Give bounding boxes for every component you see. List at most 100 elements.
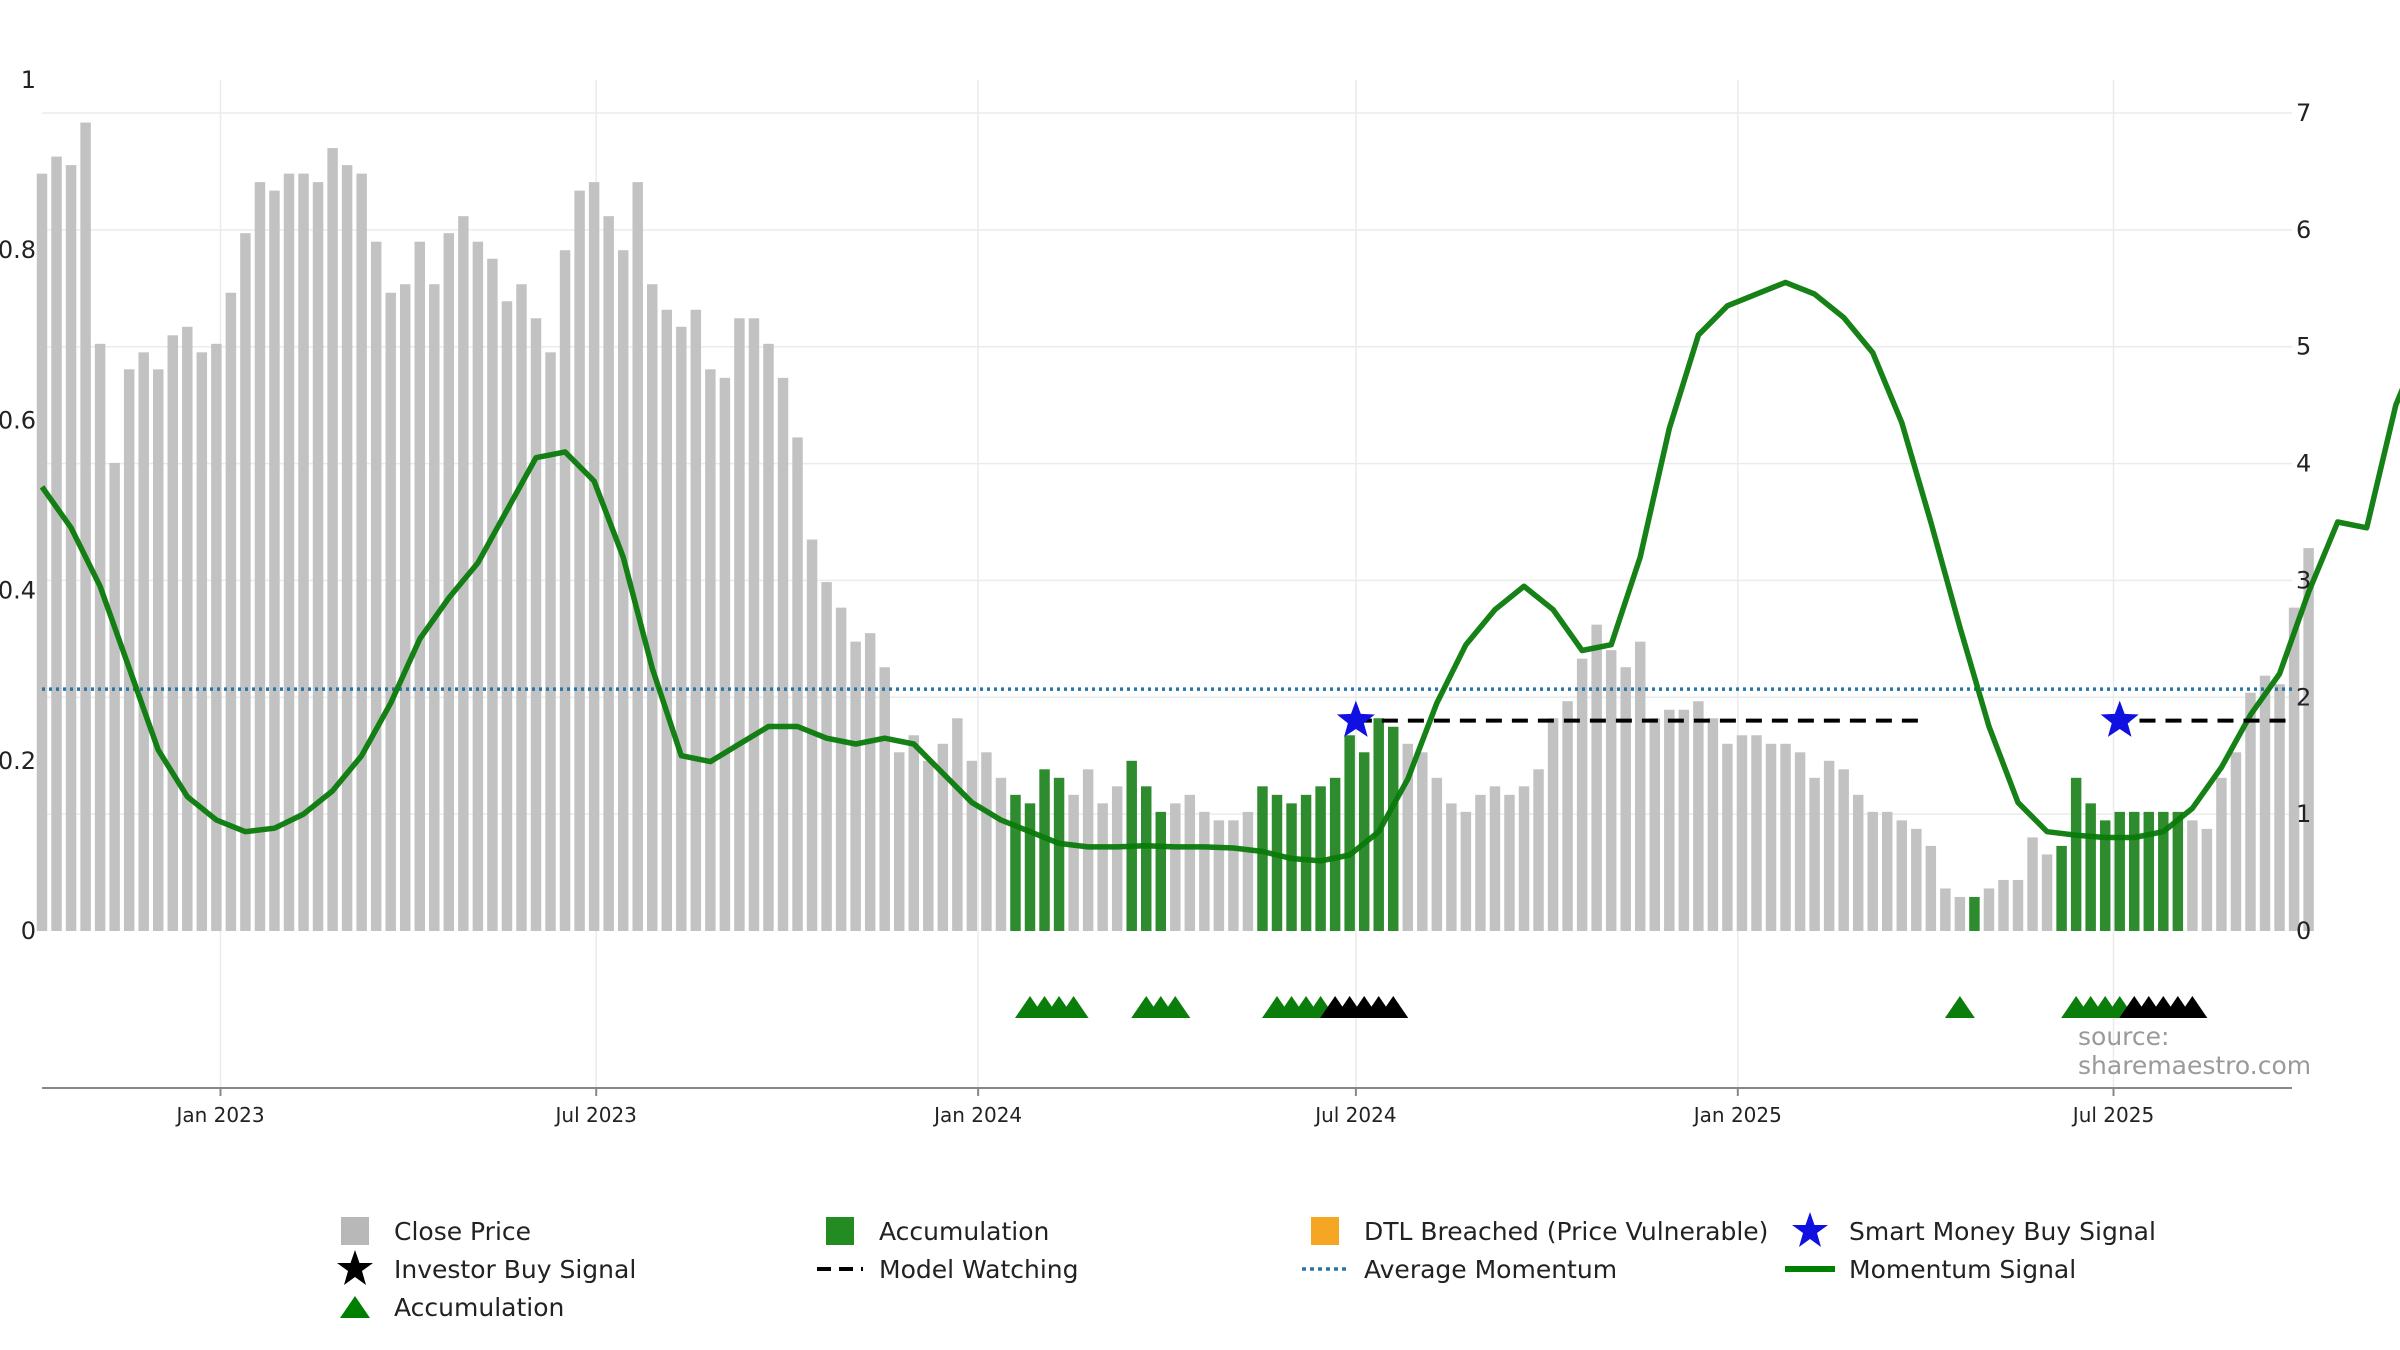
close-price-bar (1678, 709, 1690, 931)
legend-item-accumulation-marker: Accumulation (330, 1288, 564, 1326)
close-price-bar (1780, 743, 1791, 931)
close-price-bar (821, 582, 832, 931)
smart-money-buy-star (1336, 700, 1375, 737)
close-price-bar (1475, 794, 1486, 931)
close-price-bar (1533, 769, 1544, 931)
close-price-bar (1838, 769, 1849, 931)
left-y-tick-label: 1 (21, 66, 36, 94)
close-price-bar (2245, 692, 2256, 931)
legend-label: Accumulation (879, 1216, 1050, 1246)
close-price-bar (196, 352, 208, 931)
accumulation-bar (1271, 794, 1283, 931)
close-price-bar (80, 122, 91, 932)
close-price-bar (2012, 879, 2024, 931)
close-price-bar (1199, 811, 1210, 931)
legend-item-dtl-breached: DTL Breached (Price Vulnerable) (1300, 1212, 1768, 1250)
close-price-bar (211, 343, 222, 931)
accumulation-bar (1039, 769, 1050, 931)
close-price-bar (632, 182, 643, 931)
close-price-bar (2201, 828, 2213, 931)
accumulation-bar (1300, 794, 1312, 931)
close-price-bar (2259, 675, 2271, 931)
legend-label: Close Price (394, 1216, 532, 1246)
close-price-bar (283, 173, 295, 932)
close-price-bar (167, 335, 178, 931)
close-price-bar (705, 369, 716, 932)
close-price-bar (1998, 879, 2009, 931)
close-price-bar (487, 258, 498, 932)
chart-canvas: Jan 2023 Jul 2023 Jan 2024 Jul 2024 Jan 2025… (0, 66, 2400, 1127)
close-price-bar (109, 462, 120, 931)
close-price-bar (763, 343, 774, 931)
accumulation-bar (1388, 726, 1399, 931)
accumulation-bar (1141, 786, 1152, 931)
close-price-bar (1882, 811, 1893, 931)
accumulation-square-icon (815, 1212, 865, 1250)
close-price-bar (2303, 548, 2314, 931)
close-price-bar (1489, 786, 1501, 931)
close-price-bar (966, 760, 978, 931)
close-price-bar (850, 641, 861, 931)
close-price-bar (894, 752, 905, 931)
close-price-bar (748, 318, 760, 931)
close-price-bar (574, 190, 585, 931)
close-price-bar (94, 343, 106, 931)
close-price-bar (240, 233, 251, 931)
close-price-bar (661, 309, 672, 931)
close-price-bar (1809, 777, 1820, 931)
close-price-bar (1693, 701, 1704, 931)
right-y-tick-label: 2 (2296, 683, 2311, 711)
close-price-bar (734, 318, 745, 931)
close-price-bar (1765, 743, 1777, 931)
close-price-bar (400, 284, 411, 931)
accumulation-bar (2099, 820, 2111, 931)
close-price-bar (1823, 760, 1835, 931)
close-price-bar (937, 743, 949, 931)
right-y-tick-label: 1 (2296, 800, 2311, 828)
investor-buy-marker-triangle (2177, 996, 2208, 1018)
close-price-bar (138, 352, 149, 931)
close-price-bar (2041, 854, 2053, 931)
x-tick-label: Jul 2023 (554, 1103, 637, 1127)
close-price-bar (2187, 820, 2198, 931)
close-price-bar (1082, 769, 1094, 931)
legend-label: Model Watching (879, 1254, 1079, 1284)
close-price-bar (1504, 794, 1515, 931)
accumulation-bar (2143, 811, 2155, 931)
close-price-bar (1620, 667, 1631, 931)
close-price-bar (1402, 743, 1414, 931)
left-y-tick-label: 0.8 (0, 236, 36, 264)
close-price-bar (1635, 641, 1646, 931)
close-price-bar (516, 284, 527, 931)
right-y-tick-label: 3 (2296, 566, 2311, 594)
close-price-bar (1605, 650, 1617, 931)
close-price-bar (676, 326, 687, 931)
left-y-tick-label: 0.4 (0, 577, 36, 605)
close-price-bar (2288, 607, 2300, 931)
close-price-bar (1751, 735, 1762, 931)
close-price-bar (1068, 794, 1079, 931)
close-price-bar (690, 309, 702, 931)
accumulation-bar (1155, 811, 1167, 931)
accumulation-bar (1373, 718, 1384, 931)
close-price-bar (1460, 811, 1472, 931)
close-price-bar (559, 250, 571, 931)
close-price-bar (36, 173, 48, 932)
close-price-bar (792, 437, 803, 931)
close-price-bar (777, 377, 789, 932)
close-price-bar (603, 216, 614, 931)
accumulation-marker-triangle (1160, 996, 1191, 1018)
accumulation-bar (1286, 803, 1297, 931)
accumulation-marker-triangle (1058, 996, 1089, 1018)
close-price-bar (1911, 828, 1922, 931)
accumulation-marker-triangle (1944, 996, 1975, 1018)
source-label: source: sharemaestro.com (2078, 1022, 2312, 1080)
close-price-bar (2216, 777, 2227, 931)
legend-item-average-momentum: Average Momentum (1300, 1250, 1617, 1288)
x-tick-label: Jul 2025 (2071, 1103, 2154, 1127)
close-price-bar (1664, 709, 1675, 931)
legend-label: Average Momentum (1364, 1254, 1618, 1284)
close-price-bar (1213, 820, 1225, 931)
close-price-bar (370, 241, 382, 931)
accumulation-bar (2158, 811, 2169, 931)
